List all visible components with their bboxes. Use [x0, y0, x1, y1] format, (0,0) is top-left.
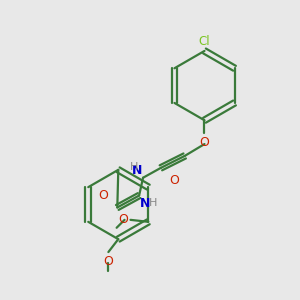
Text: N: N [132, 164, 142, 177]
Text: O: O [200, 136, 209, 149]
Text: O: O [103, 255, 113, 268]
Text: O: O [98, 189, 108, 202]
Text: Cl: Cl [199, 35, 210, 48]
Text: H: H [149, 198, 158, 208]
Text: O: O [169, 174, 179, 187]
Text: O: O [118, 213, 128, 226]
Text: H: H [130, 162, 138, 172]
Text: N: N [140, 196, 151, 210]
